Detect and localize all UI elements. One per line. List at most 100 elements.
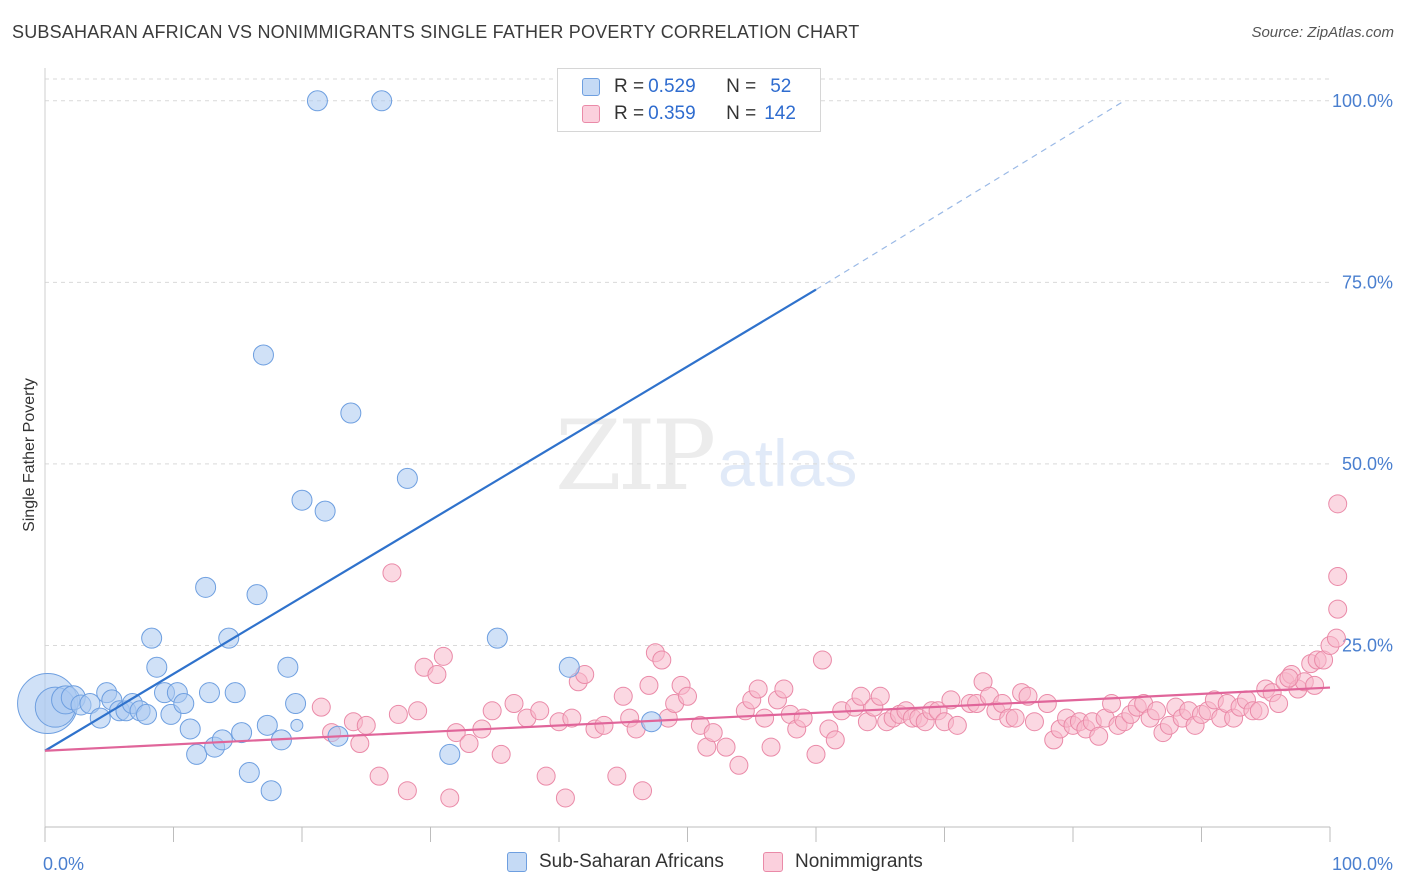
data-point-subsaharan — [173, 693, 195, 715]
y-tick-label: 100.0% — [1332, 91, 1393, 111]
data-point-nonimmigrants — [562, 708, 582, 728]
data-point-nonimmigrants — [729, 755, 749, 775]
data-point-subsaharan — [136, 703, 158, 725]
data-point-subsaharan — [252, 344, 274, 366]
data-point-subsaharan — [79, 693, 101, 715]
watermark-zip: ZIP — [555, 400, 716, 512]
data-point-subsaharan — [195, 576, 217, 598]
data-point-nonimmigrants — [594, 715, 614, 735]
legend-item-label: Sub-Saharan Africans — [539, 851, 724, 872]
data-point-nonimmigrants — [748, 679, 768, 699]
trendline-subsaharan-extension — [815, 100, 1125, 291]
legend-row-nonimmigrants: R = 0.359 N = 142 — [582, 101, 796, 127]
data-point-nonimmigrants — [1328, 494, 1348, 514]
data-point-nonimmigrants — [1328, 566, 1348, 586]
chart-title: SUBSAHARAN AFRICAN VS NONIMMIGRANTS SING… — [12, 22, 860, 42]
data-point-nonimmigrants — [941, 690, 961, 710]
data-point-subsaharan — [277, 656, 299, 678]
data-point-subsaharan — [260, 780, 282, 802]
legend-n-label: N = — [726, 103, 757, 124]
data-point-subsaharan — [256, 714, 278, 736]
data-point-subsaharan — [396, 467, 418, 489]
data-point-nonimmigrants — [536, 766, 556, 786]
data-point-nonimmigrants — [369, 766, 389, 786]
data-point-nonimmigrants — [613, 686, 633, 706]
data-point-nonimmigrants — [1328, 599, 1348, 619]
data-point-nonimmigrants — [607, 766, 627, 786]
data-point-nonimmigrants — [870, 686, 890, 706]
data-point-nonimmigrants — [1024, 712, 1044, 732]
legend-item-subsaharan[interactable]: Sub-Saharan Africans — [507, 851, 724, 873]
data-point-nonimmigrants — [1037, 694, 1057, 714]
data-point-subsaharan — [558, 656, 580, 678]
data-point-nonimmigrants — [356, 715, 376, 735]
legend-row-subsaharan: R = 0.529 N = 52 — [582, 74, 791, 100]
legend-swatch-blue — [507, 852, 527, 872]
data-point-nonimmigrants — [311, 697, 331, 717]
data-point-subsaharan — [146, 656, 168, 678]
data-point-subsaharan — [211, 729, 233, 751]
data-point-subsaharan — [224, 682, 246, 704]
watermark-atlas: atlas — [718, 426, 858, 500]
data-point-nonimmigrants — [1005, 708, 1025, 728]
data-point-subsaharan — [340, 402, 362, 424]
legend-r-label: R = — [614, 76, 645, 97]
data-point-nonimmigrants — [388, 704, 408, 724]
data-point-nonimmigrants — [1089, 726, 1109, 746]
data-point-nonimmigrants — [482, 701, 502, 721]
data-point-nonimmigrants — [793, 708, 813, 728]
x-tick-label: 0.0% — [43, 854, 84, 874]
data-point-subsaharan — [179, 718, 201, 740]
data-point-subsaharan — [291, 489, 313, 511]
data-point-subsaharan — [285, 693, 307, 715]
data-point-subsaharan — [486, 627, 508, 649]
trendline-nonimmigrants — [44, 686, 1331, 752]
data-point-nonimmigrants — [446, 723, 466, 743]
data-point-nonimmigrants — [806, 744, 826, 764]
data-point-nonimmigrants — [652, 650, 672, 670]
data-point-subsaharan — [186, 743, 208, 765]
data-point-nonimmigrants — [761, 737, 781, 757]
data-point-nonimmigrants — [1326, 628, 1346, 648]
series-legend: Sub-Saharan Africans Nonimmigrants — [0, 851, 1406, 877]
data-point-nonimmigrants — [440, 788, 460, 808]
data-point-nonimmigrants — [1305, 675, 1325, 695]
legend-r-label: R = — [614, 103, 645, 124]
data-point-nonimmigrants — [1249, 701, 1269, 721]
legend-swatch-blue — [582, 78, 600, 96]
legend-swatch-pink — [582, 105, 600, 123]
data-point-nonimmigrants — [774, 679, 794, 699]
legend-n-value: 52 — [770, 76, 792, 97]
data-point-subsaharan — [141, 627, 163, 649]
trendline-subsaharan — [44, 288, 817, 752]
data-point-subsaharan — [371, 90, 393, 112]
data-point-subsaharan — [290, 718, 304, 732]
legend-n-value: 142 — [764, 103, 796, 124]
data-point-nonimmigrants — [433, 646, 453, 666]
y-tick-label: 25.0% — [1342, 635, 1393, 655]
data-point-subsaharan — [439, 743, 461, 765]
data-point-nonimmigrants — [397, 781, 417, 801]
data-point-nonimmigrants — [504, 694, 524, 714]
data-point-nonimmigrants — [755, 708, 775, 728]
legend-swatch-pink — [763, 852, 783, 872]
data-point-nonimmigrants — [703, 723, 723, 743]
data-point-subsaharan — [238, 762, 260, 784]
data-point-nonimmigrants — [382, 563, 402, 583]
data-point-nonimmigrants — [947, 715, 967, 735]
legend-n-label: N = — [726, 76, 757, 97]
y-axis-label: Single Father Poverty — [21, 378, 38, 532]
data-point-nonimmigrants — [427, 664, 447, 684]
data-point-subsaharan — [198, 682, 220, 704]
data-point-nonimmigrants — [408, 701, 428, 721]
data-point-nonimmigrants — [350, 733, 370, 753]
data-point-subsaharan — [314, 500, 336, 522]
legend-r-value: 0.359 — [648, 103, 696, 124]
data-point-nonimmigrants — [851, 686, 871, 706]
legend-item-nonimmigrants[interactable]: Nonimmigrants — [763, 851, 923, 873]
data-point-nonimmigrants — [1147, 701, 1167, 721]
data-point-nonimmigrants — [812, 650, 832, 670]
data-point-nonimmigrants — [1279, 668, 1299, 688]
data-point-subsaharan — [306, 90, 328, 112]
